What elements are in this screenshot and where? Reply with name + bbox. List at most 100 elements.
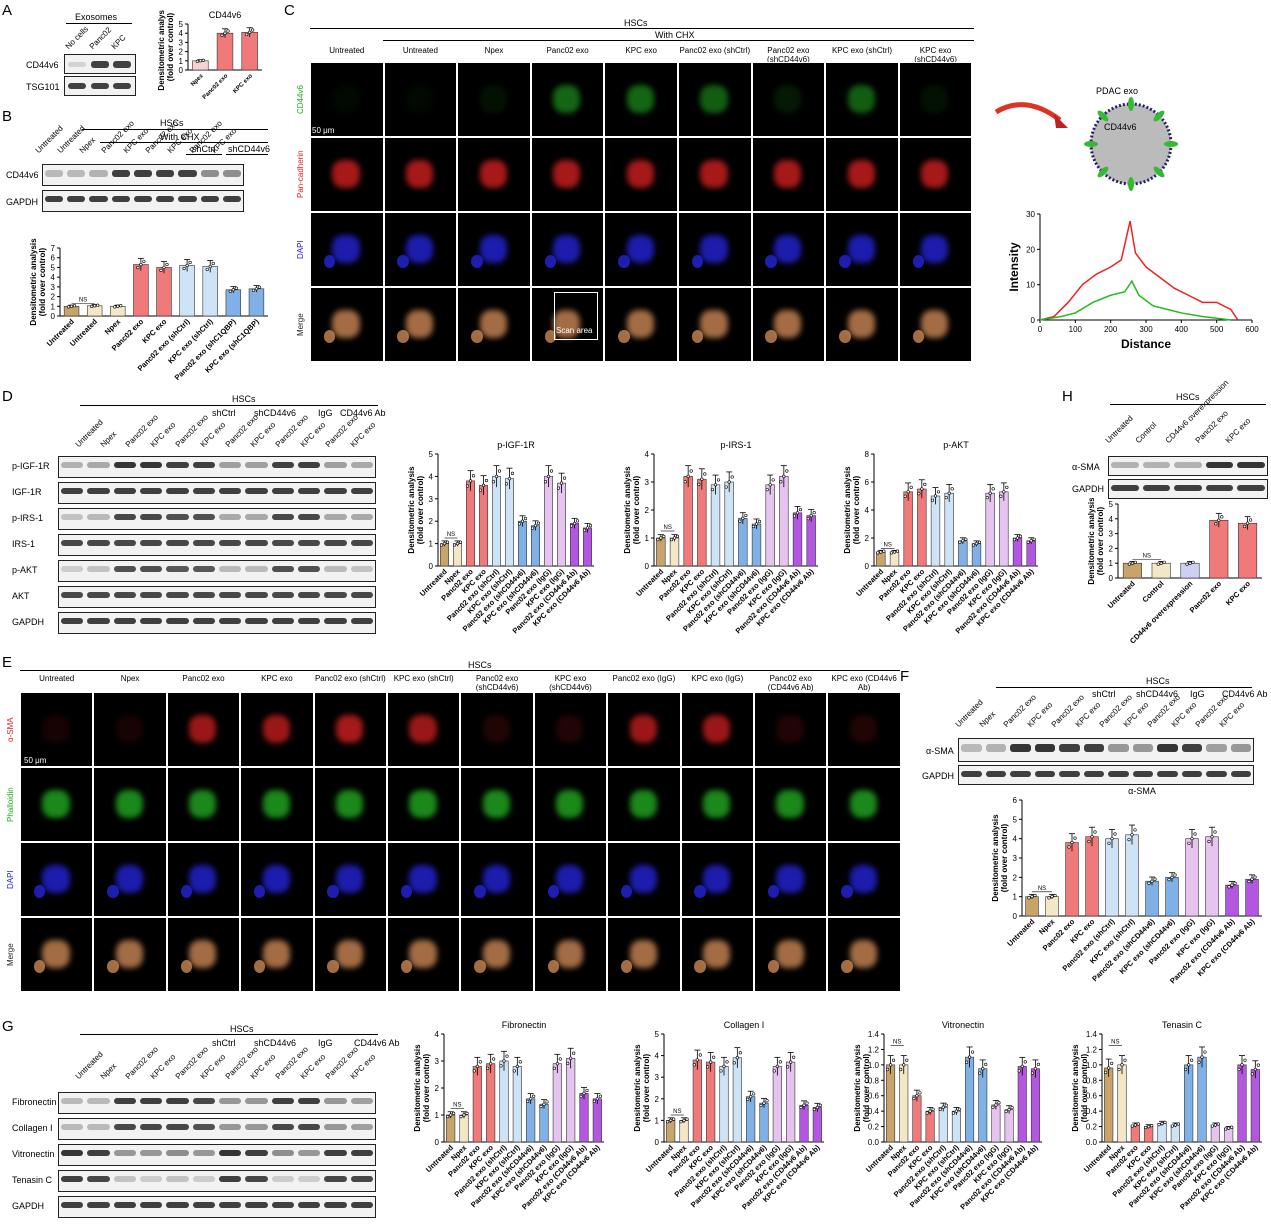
data-point bbox=[1117, 1067, 1121, 1072]
western-blot bbox=[958, 738, 1254, 762]
chart-vitronectin: Vitronectin 0.0 0.2 0.4 0.6 0.8 1.0 1.2 1.4 Densi… bbox=[834, 1020, 1048, 1227]
bar bbox=[1205, 836, 1219, 917]
western-blot bbox=[58, 1144, 376, 1166]
bar bbox=[1105, 838, 1119, 917]
data-point bbox=[486, 1066, 490, 1070]
chart-p-igf-1r: p-IGF-1R 0 1 2 3 4 5 Densitometric analysis (fol… bbox=[390, 440, 600, 650]
data-point bbox=[902, 1063, 906, 1067]
data-point bbox=[1193, 832, 1197, 836]
bar bbox=[440, 543, 449, 567]
y-tick-label: 2 bbox=[645, 506, 650, 515]
data-point bbox=[1210, 835, 1214, 839]
blot-row-label: Fibronectin bbox=[12, 1097, 57, 1107]
micrograph bbox=[898, 137, 973, 212]
column-label: KPC exo bbox=[625, 46, 657, 55]
y-tick-label: 3 bbox=[435, 1057, 440, 1066]
micrograph bbox=[460, 842, 534, 917]
western-blot bbox=[58, 586, 376, 608]
data-point bbox=[772, 1069, 776, 1073]
lane-label: Panc02 bbox=[87, 25, 114, 51]
data-point bbox=[692, 1063, 696, 1067]
micrograph bbox=[754, 917, 828, 992]
data-point bbox=[931, 1107, 935, 1111]
micrograph bbox=[240, 692, 314, 767]
data-point bbox=[920, 487, 924, 491]
bar bbox=[903, 491, 913, 567]
y-tick-label: 0 bbox=[429, 562, 434, 571]
bar bbox=[886, 1064, 896, 1143]
data-point bbox=[885, 1067, 890, 1072]
bar bbox=[156, 267, 172, 317]
data-point bbox=[1110, 837, 1114, 841]
y-axis-label: (fold over control) bbox=[852, 475, 861, 544]
data-point bbox=[700, 477, 704, 481]
data-point bbox=[1017, 1069, 1021, 1073]
bar bbox=[492, 476, 501, 567]
data-point bbox=[188, 260, 192, 265]
data-point bbox=[66, 305, 71, 309]
data-point bbox=[905, 1058, 909, 1062]
data-point bbox=[974, 541, 979, 546]
bar bbox=[1165, 877, 1179, 917]
y-tick-label: 3 bbox=[1109, 530, 1114, 539]
data-point bbox=[198, 59, 202, 63]
x-tick-label: Npex bbox=[103, 316, 123, 336]
bar bbox=[706, 1061, 716, 1143]
y-tick-label: 1 bbox=[435, 1111, 440, 1120]
data-point bbox=[588, 524, 593, 528]
data-point bbox=[72, 304, 77, 308]
data-point bbox=[806, 517, 810, 521]
lane-label: Npex bbox=[98, 429, 119, 449]
data-point bbox=[442, 541, 447, 546]
data-point bbox=[1210, 1124, 1214, 1128]
data-point bbox=[895, 549, 900, 553]
data-point bbox=[1133, 828, 1137, 832]
bar bbox=[697, 478, 707, 567]
y-tick-label: 7 bbox=[51, 244, 56, 253]
bar bbox=[552, 1063, 562, 1143]
data-point bbox=[812, 510, 816, 515]
cd44v6-label: CD44v6 bbox=[1104, 122, 1137, 132]
ns-label: NS bbox=[893, 1040, 901, 1046]
bar bbox=[133, 264, 149, 317]
data-point bbox=[545, 1100, 549, 1104]
western-blot bbox=[42, 190, 244, 212]
bar bbox=[241, 31, 258, 71]
micrograph bbox=[530, 137, 605, 212]
data-point bbox=[964, 1060, 969, 1064]
data-point bbox=[1190, 1058, 1194, 1062]
data-point bbox=[512, 1069, 516, 1073]
y-tick-label: 0 bbox=[1031, 316, 1036, 325]
micrograph bbox=[313, 767, 387, 842]
row-label: DAPI bbox=[296, 240, 305, 259]
data-point bbox=[903, 494, 907, 498]
scale-bar-label: 50 μm bbox=[312, 126, 335, 135]
data-point bbox=[549, 469, 554, 473]
data-point bbox=[543, 480, 548, 484]
bar bbox=[1197, 1056, 1207, 1143]
data-point bbox=[182, 266, 186, 271]
y-axis-label: Densitometric analysis bbox=[853, 1044, 862, 1132]
data-point bbox=[1173, 1123, 1177, 1127]
hscs-label: HSCs bbox=[1176, 392, 1200, 402]
data-point bbox=[928, 1109, 932, 1113]
data-point bbox=[749, 1095, 753, 1099]
data-point bbox=[985, 495, 989, 500]
data-point bbox=[523, 516, 528, 521]
data-point bbox=[1237, 1067, 1241, 1072]
micrograph bbox=[678, 287, 752, 362]
y-tick-label: 1.0 bbox=[868, 1061, 880, 1070]
data-point bbox=[1073, 836, 1077, 840]
data-point bbox=[1012, 538, 1017, 542]
lane-label: Npex bbox=[77, 135, 98, 155]
y-axis-label: Densitometric analysis bbox=[157, 10, 166, 91]
blot-row-label: IRS-1 bbox=[12, 539, 36, 549]
panel-label-a: A bbox=[2, 2, 13, 19]
data-point bbox=[208, 264, 212, 269]
data-point bbox=[159, 268, 163, 272]
data-point bbox=[1220, 515, 1224, 519]
data-point bbox=[1185, 562, 1189, 566]
row-label: Merge bbox=[6, 943, 15, 966]
chart-b: 0 1 2 3 4 5 6 7 Densitometric analysis (fold over… bbox=[4, 232, 274, 382]
bar bbox=[746, 1096, 756, 1143]
